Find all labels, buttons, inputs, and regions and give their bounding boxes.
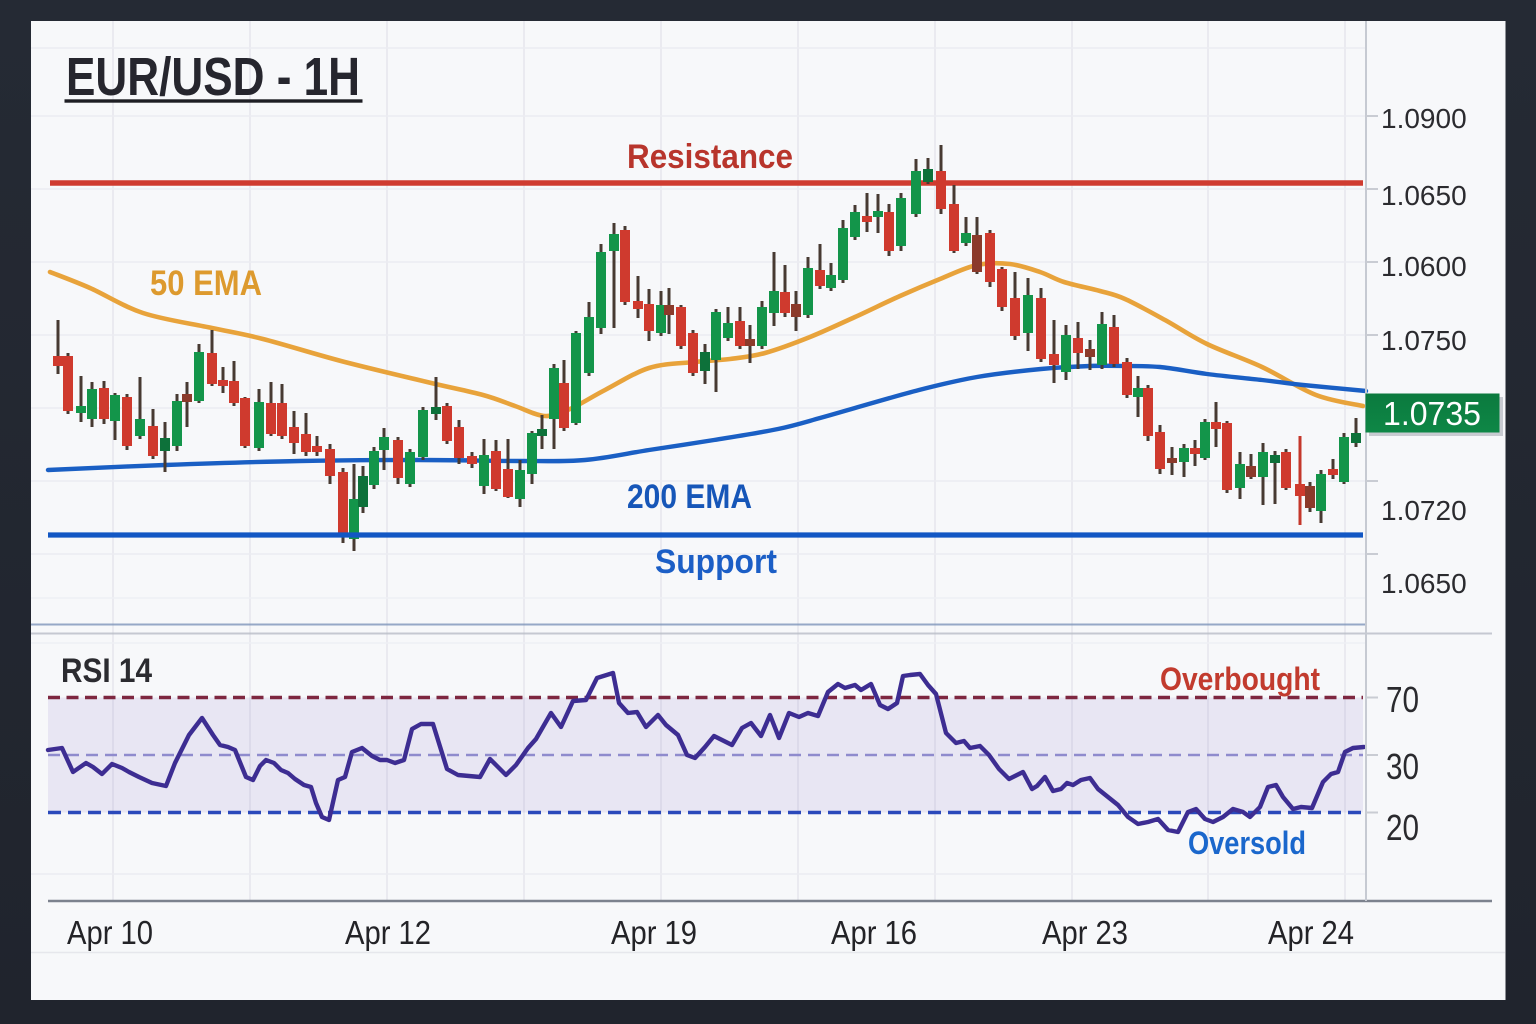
- svg-text:1.0650: 1.0650: [1381, 568, 1467, 599]
- svg-text:1.0735: 1.0735: [1383, 395, 1481, 432]
- svg-text:70: 70: [1386, 679, 1419, 720]
- svg-text:50 EMA: 50 EMA: [150, 264, 262, 303]
- svg-text:200 EMA: 200 EMA: [627, 478, 752, 516]
- svg-text:Overbought: Overbought: [1160, 661, 1320, 697]
- svg-text:Apr 23: Apr 23: [1042, 914, 1128, 951]
- svg-text:Resistance: Resistance: [627, 138, 793, 176]
- svg-text:RSI 14: RSI 14: [61, 652, 152, 690]
- svg-text:1.0750: 1.0750: [1381, 325, 1467, 356]
- svg-text:Apr 24: Apr 24: [1268, 914, 1354, 951]
- svg-text:1.0720: 1.0720: [1381, 495, 1467, 526]
- svg-text:Oversold: Oversold: [1188, 825, 1306, 861]
- svg-text:1.0650: 1.0650: [1381, 180, 1467, 211]
- svg-text:Apr 19: Apr 19: [611, 914, 697, 951]
- svg-text:Apr 12: Apr 12: [345, 914, 431, 951]
- svg-text:1.0600: 1.0600: [1381, 251, 1467, 282]
- svg-text:Support: Support: [655, 543, 777, 581]
- svg-text:1.0900: 1.0900: [1381, 103, 1467, 134]
- svg-text:30: 30: [1386, 746, 1419, 787]
- svg-text:EUR/USD - 1H: EUR/USD - 1H: [66, 47, 360, 107]
- svg-text:Apr 16: Apr 16: [831, 914, 917, 951]
- svg-text:20: 20: [1386, 807, 1419, 848]
- svg-text:Apr 10: Apr 10: [67, 914, 153, 951]
